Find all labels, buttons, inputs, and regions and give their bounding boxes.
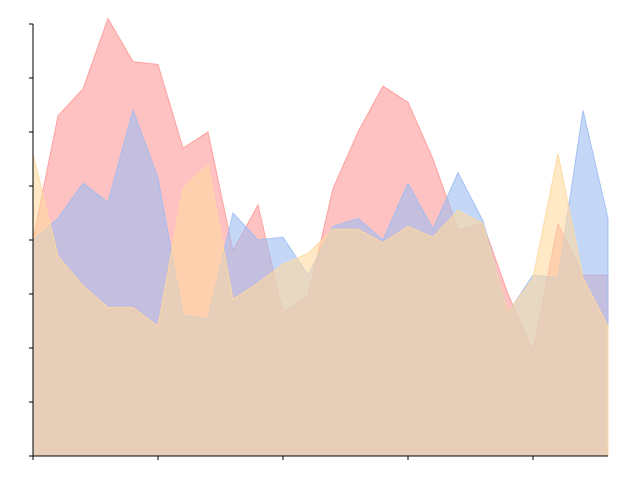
- area-series-3: [32, 153, 609, 457]
- area-series-layer: [32, 17, 609, 457]
- axes: [29, 23, 608, 460]
